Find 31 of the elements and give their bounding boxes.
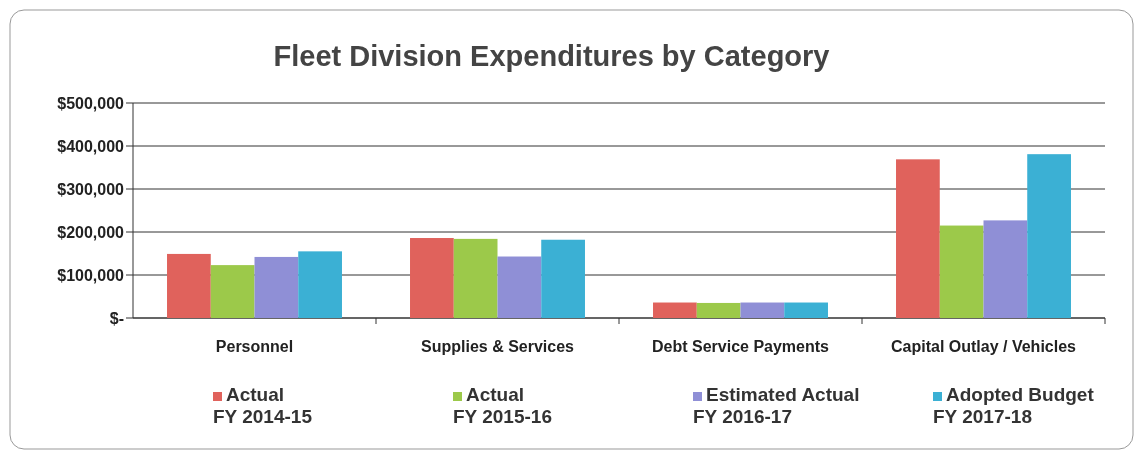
y-tick-label: $500,000 [57, 94, 125, 112]
bar [453, 238, 498, 318]
y-tick-label: $- [109, 309, 124, 327]
bar [210, 265, 255, 318]
bar [939, 225, 984, 318]
bar [896, 159, 940, 318]
bar [298, 251, 342, 318]
bar [541, 239, 585, 318]
bar [653, 302, 697, 318]
bar [410, 238, 454, 318]
bar [983, 220, 1028, 318]
bar [784, 302, 828, 318]
x-tick-label: Capital Outlay / Vehicles [891, 338, 1077, 355]
x-tick-label: Debt Service Payments [652, 338, 830, 355]
bar [740, 302, 785, 318]
x-tick-label: Personnel [215, 338, 294, 355]
y-tick-label: $300,000 [57, 180, 125, 198]
legend-label: Actual FY 2015-16 [453, 384, 552, 427]
y-tick-label: $100,000 [57, 266, 125, 284]
y-tick-label: $200,000 [57, 223, 125, 241]
bar [167, 253, 211, 318]
chart-title: Fleet Division Expenditures by Category [273, 40, 830, 72]
bar [696, 302, 741, 318]
bar [1027, 154, 1071, 318]
x-tick-label: Supplies & Services [421, 338, 575, 355]
legend-label: Actual FY 2014-15 [213, 384, 313, 427]
legend-label: Adopted Budget FY 2017-18 [933, 384, 1095, 427]
bar [254, 256, 299, 318]
y-tick-label: $400,000 [57, 137, 125, 155]
legend-label: Estimated Actual FY 2016-17 [693, 384, 860, 427]
bar [497, 256, 542, 318]
